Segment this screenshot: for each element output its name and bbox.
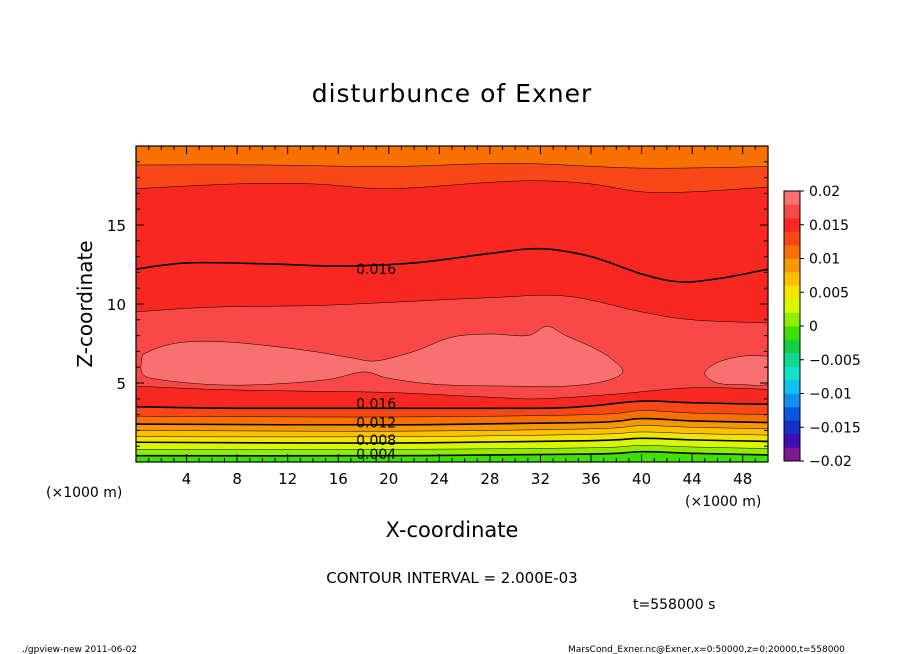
colorbar-swatch <box>784 218 800 232</box>
contour-line-bold <box>136 417 768 426</box>
colorbar-tick-label: 0 <box>809 319 818 335</box>
contour-line-bold <box>136 400 768 410</box>
colorbar-swatch <box>784 326 800 340</box>
colorbar-tick-label: 0.02 <box>809 184 840 200</box>
contour-max-patch <box>140 325 623 387</box>
x-unit-right: (×1000 m) <box>685 494 761 510</box>
contour-label: 0.016 <box>356 397 396 413</box>
y-tick-label: 10 <box>107 296 126 314</box>
contour-line-bold <box>136 450 768 457</box>
colorbar-swatch <box>784 285 800 300</box>
contour-line <box>136 180 768 193</box>
colorbar-swatch <box>784 339 800 354</box>
colorbar-tick-label: −0.005 <box>809 353 861 369</box>
colorbar-swatch <box>784 312 800 327</box>
y-tick-label: 15 <box>107 217 126 235</box>
contour-line <box>136 410 768 418</box>
x-tick-label: 20 <box>379 470 398 488</box>
colorbar-tick-label: 0.01 <box>809 252 840 268</box>
colorbar-tick-label: −0.01 <box>809 387 852 403</box>
colorbar-swatch <box>784 204 800 219</box>
contour-line <box>136 294 768 324</box>
contour-line <box>136 425 768 432</box>
x-tick-label: 12 <box>278 470 297 488</box>
x-tick-label: 4 <box>182 470 192 488</box>
colorbar-swatch <box>784 245 800 259</box>
x-tick-label: 40 <box>632 470 651 488</box>
colorbar-tick-label: 0.005 <box>809 285 849 301</box>
x-tick-label: 32 <box>531 470 550 488</box>
colorbar-swatch <box>784 393 800 408</box>
colorbar-swatch <box>784 420 800 435</box>
colorbar-tick-label: 0.015 <box>809 218 849 234</box>
contour-label: 0.016 <box>356 262 396 278</box>
colorbar-swatch <box>784 272 800 286</box>
chart-title: disturbunce of Exner <box>312 79 593 108</box>
colorbar-swatch <box>784 366 800 381</box>
x-tick-label: 36 <box>581 470 600 488</box>
y-tick-label: 5 <box>116 375 126 393</box>
footer-right-note: MarsCond_Exner.nc@Exner,x=0:50000,z=0:20… <box>568 645 845 654</box>
colorbar-swatch <box>784 231 800 246</box>
x-tick-label: 48 <box>733 470 752 488</box>
x-tick-label: 44 <box>683 470 702 488</box>
colorbar-swatch <box>784 299 800 313</box>
contour-label: 0.008 <box>356 433 396 449</box>
y-axis-label: Z-coordinate <box>73 240 97 367</box>
contour-line-bold <box>136 247 768 283</box>
time-stamp: t=558000 s <box>633 597 715 613</box>
x-tick-label: 8 <box>232 470 242 488</box>
colorbar: 0.02 0.015 0.01 0.005 0 −0.005 −0.01 −0.015 −0.0… <box>783 184 861 470</box>
x-tick-label: 28 <box>480 470 499 488</box>
contour-line <box>136 445 768 450</box>
colorbar-swatch <box>784 353 800 367</box>
contour-max-patch <box>704 355 768 386</box>
footer-left-note: ./gpview-new 2011-06-02 <box>22 645 137 654</box>
contour-line-bold <box>136 437 768 444</box>
contour-interval: CONTOUR INTERVAL = 2.000E-03 <box>326 569 577 587</box>
colorbar-swatch <box>784 447 800 462</box>
colorbar-tick-label: −0.015 <box>809 420 861 436</box>
x-axis-label: X-coordinate <box>386 518 519 542</box>
colorbar-tick-label: −0.02 <box>809 454 852 470</box>
contour-label: 0.004 <box>356 447 396 463</box>
colorbar-swatch <box>784 258 800 273</box>
colorbar-swatch <box>784 407 800 421</box>
x-tick-label: 24 <box>430 470 449 488</box>
contour-label: 0.012 <box>356 416 396 432</box>
contour-line <box>136 431 768 438</box>
x-tick-label: 16 <box>329 470 348 488</box>
contour-line <box>136 385 768 400</box>
colorbar-swatch <box>784 380 800 394</box>
contour-line <box>136 163 768 169</box>
colorbar-swatch <box>784 191 800 205</box>
colorbar-swatch <box>784 434 800 448</box>
x-unit-left: (×1000 m) <box>46 485 122 501</box>
